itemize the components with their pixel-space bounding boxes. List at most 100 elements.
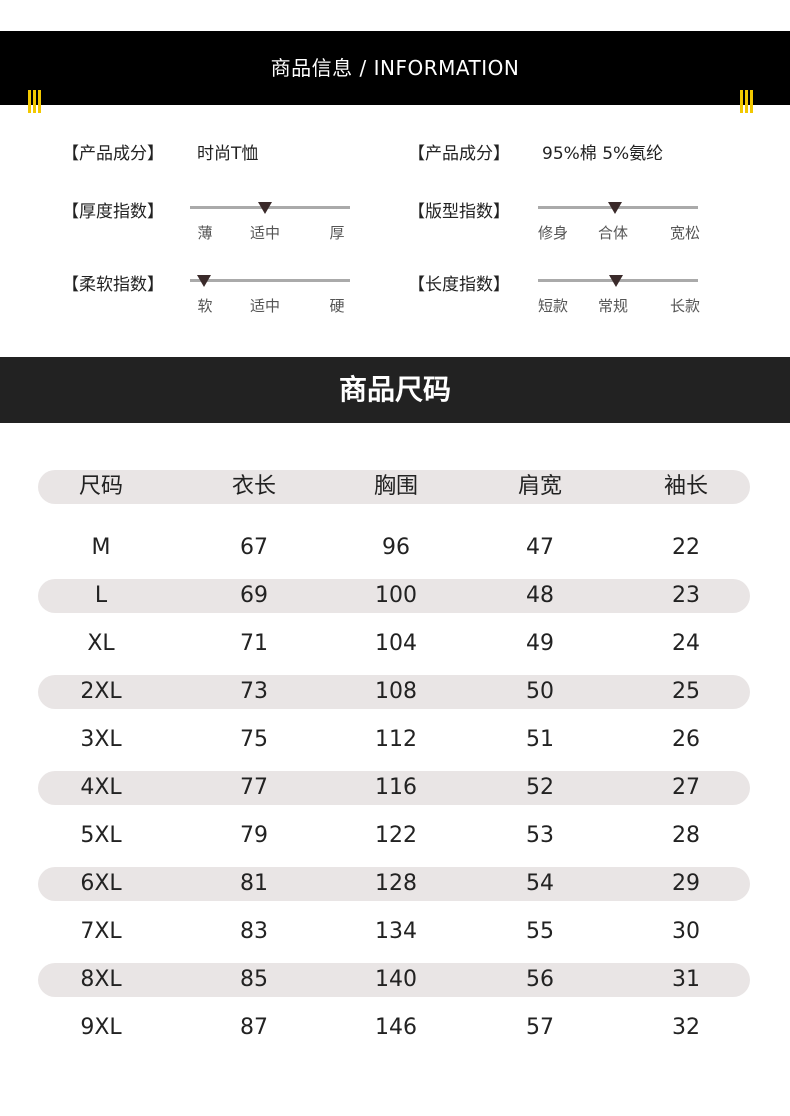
column-header: 肩宽 [517, 474, 563, 499]
table-cell: 122 [375, 823, 417, 848]
column-header: 尺码 [78, 474, 124, 499]
table-cell: 53 [526, 823, 554, 848]
table-cell: XL [87, 631, 115, 656]
table-cell: 73 [240, 679, 268, 704]
fabric-label-left: 【产品成分】 [62, 144, 164, 164]
table-cell: 100 [375, 583, 417, 608]
table-cell: 81 [240, 871, 268, 896]
table-cell: 116 [375, 775, 417, 800]
table-cell: 96 [382, 535, 410, 560]
fit-scale-tick: 合体 [597, 224, 629, 242]
table-cell: 26 [672, 727, 700, 752]
table-row: 3XL 75 112 51 26 [38, 723, 750, 757]
table-row: 2XL 73 108 50 25 [38, 675, 750, 709]
thickness-scale-label: 【厚度指数】 [62, 202, 164, 222]
table-cell: 31 [672, 967, 700, 992]
table-cell: 57 [526, 1015, 554, 1040]
table-cell: 83 [240, 919, 268, 944]
table-cell: 6XL [80, 871, 122, 896]
table-cell: 30 [672, 919, 700, 944]
table-cell: 146 [375, 1015, 417, 1040]
softness-scale-tick: 适中 [249, 297, 281, 315]
table-row: M 67 96 47 22 [38, 531, 750, 565]
table-cell: 67 [240, 535, 268, 560]
size-header: 商品尺码 [0, 357, 790, 423]
yellow-stripe-decoration [740, 90, 753, 113]
table-cell: 2XL [80, 679, 122, 704]
table-row: 5XL 79 122 53 28 [38, 819, 750, 853]
table-cell: 24 [672, 631, 700, 656]
table-row: 7XL 83 134 55 30 [38, 915, 750, 949]
table-cell: 71 [240, 631, 268, 656]
thickness-scale-tick: 适中 [249, 224, 281, 242]
table-cell: 112 [375, 727, 417, 752]
table-cell: 23 [672, 583, 700, 608]
column-header: 胸围 [373, 474, 419, 499]
table-cell: 47 [526, 535, 554, 560]
table-row: 4XL 77 116 52 27 [38, 771, 750, 805]
table-cell: 22 [672, 535, 700, 560]
table-cell: 25 [672, 679, 700, 704]
table-cell: 29 [672, 871, 700, 896]
table-cell: 134 [375, 919, 417, 944]
thickness-scale-tick: 薄 [197, 224, 213, 242]
length-scale-tick: 短款 [537, 297, 569, 315]
table-cell: 77 [240, 775, 268, 800]
table-cell: 48 [526, 583, 554, 608]
softness-scale-tick: 软 [197, 297, 213, 315]
softness-scale-marker-icon [197, 275, 212, 287]
table-row: 6XL 81 128 54 29 [38, 867, 750, 901]
fit-scale-tick: 宽松 [669, 224, 701, 242]
table-cell: 128 [375, 871, 417, 896]
table-cell: 27 [672, 775, 700, 800]
table-cell: L [94, 583, 108, 608]
table-header-row: 尺码 衣长 胸围 肩宽 袖长 [38, 470, 750, 504]
table-cell: 4XL [80, 775, 122, 800]
table-cell: 28 [672, 823, 700, 848]
table-cell: 8XL [80, 967, 122, 992]
table-cell: 55 [526, 919, 554, 944]
table-cell: 52 [526, 775, 554, 800]
table-row: XL 71 104 49 24 [38, 627, 750, 661]
table-cell: 75 [240, 727, 268, 752]
info-header: 商品信息 / INFORMATION [0, 31, 790, 105]
yellow-stripe-decoration [28, 90, 41, 113]
table-cell: 87 [240, 1015, 268, 1040]
length-scale-tick: 长款 [669, 297, 701, 315]
table-cell: 108 [375, 679, 417, 704]
length-scale-tick: 常规 [597, 297, 629, 315]
fabric-value-right: 95%棉 5%氨纶 [542, 144, 664, 164]
table-cell: 140 [375, 967, 417, 992]
table-cell: 5XL [80, 823, 122, 848]
length-scale-label: 【长度指数】 [408, 275, 510, 295]
softness-scale-track [190, 279, 350, 282]
table-cell: 54 [526, 871, 554, 896]
length-scale-marker-icon [609, 275, 624, 287]
thickness-scale-tick: 厚 [329, 224, 345, 242]
fabric-label-right: 【产品成分】 [408, 144, 510, 164]
table-cell: 49 [526, 631, 554, 656]
table-cell: 104 [375, 631, 417, 656]
softness-scale-tick: 硬 [329, 297, 345, 315]
fit-scale-tick: 修身 [537, 224, 569, 242]
table-cell: 85 [240, 967, 268, 992]
table-cell: 7XL [80, 919, 122, 944]
table-cell: 32 [672, 1015, 700, 1040]
table-cell: 9XL [80, 1015, 122, 1040]
table-cell: 51 [526, 727, 554, 752]
table-row: 8XL 85 140 56 31 [38, 963, 750, 997]
fit-scale-marker-icon [607, 202, 622, 214]
fit-scale-label: 【版型指数】 [408, 202, 510, 222]
table-cell: 79 [240, 823, 268, 848]
fabric-value-left: 时尚T恤 [197, 144, 259, 164]
table-row: 9XL 87 146 57 32 [38, 1011, 750, 1045]
column-header: 袖长 [663, 474, 709, 499]
table-cell: 56 [526, 967, 554, 992]
softness-scale-label: 【柔软指数】 [62, 275, 164, 295]
table-cell: 3XL [80, 727, 122, 752]
thickness-scale-marker-icon [258, 202, 273, 214]
table-cell: M [91, 535, 111, 560]
table-row: L 69 100 48 23 [38, 579, 750, 613]
column-header: 衣长 [231, 474, 277, 499]
table-cell: 50 [526, 679, 554, 704]
